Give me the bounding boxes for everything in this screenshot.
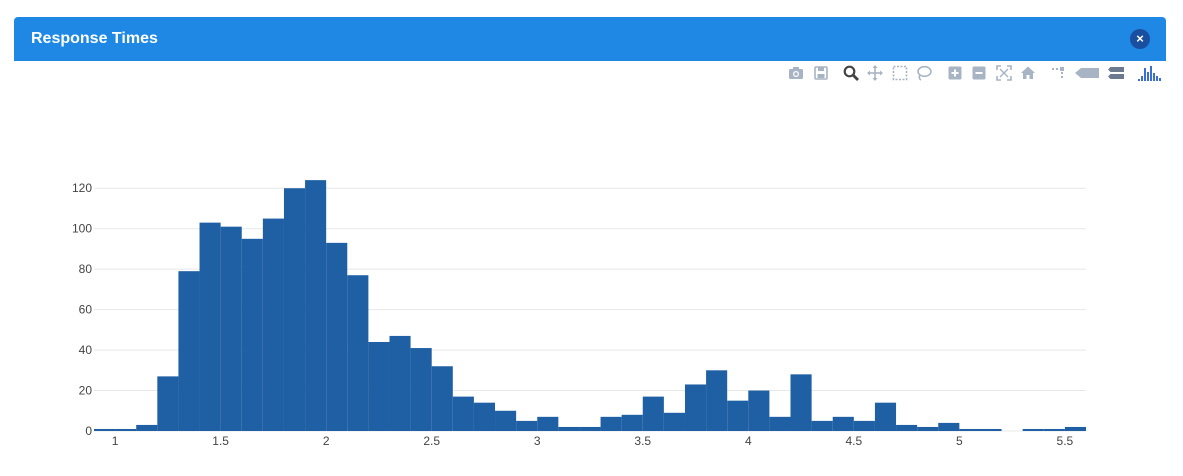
box-select-icon[interactable] <box>891 64 909 82</box>
save-icon[interactable] <box>812 64 830 82</box>
histogram-bar[interactable] <box>874 402 897 431</box>
y-tick-label: 60 <box>79 303 93 317</box>
lasso-select-icon[interactable] <box>915 64 933 82</box>
hover-compare-icon[interactable] <box>1107 64 1125 82</box>
x-tick-labels: 1 1.5 2 2.5 3 3.5 4 4.5 5 5.5 <box>112 434 1074 448</box>
histogram-bar[interactable] <box>663 412 685 431</box>
histogram-bar[interactable] <box>136 424 158 431</box>
histogram-bar[interactable] <box>326 242 348 431</box>
histogram-bar[interactable] <box>473 402 496 431</box>
histogram-bar[interactable] <box>558 426 580 431</box>
y-tick-label: 20 <box>79 384 93 398</box>
x-tick-label: 1 <box>112 434 119 448</box>
y-tick-labels: 0 20 40 60 80 100 120 <box>72 181 92 438</box>
x-tick-label: 4 <box>745 434 752 448</box>
x-tick-label: 3.5 <box>634 434 651 448</box>
bars <box>94 180 1086 431</box>
x-tick-label: 2 <box>323 434 330 448</box>
histogram-bar[interactable] <box>516 420 538 431</box>
histogram-bar[interactable] <box>896 424 918 431</box>
histogram-bar[interactable] <box>347 275 369 431</box>
reset-axes-icon[interactable] <box>1019 64 1037 82</box>
autoscale-icon[interactable] <box>995 64 1013 82</box>
x-tick-label: 5 <box>956 434 963 448</box>
y-tick-label: 40 <box>79 343 93 357</box>
histogram-bar[interactable] <box>262 218 284 431</box>
histogram-bar[interactable] <box>769 416 791 431</box>
histogram-bar[interactable] <box>706 370 728 431</box>
histogram-bar[interactable] <box>748 390 770 431</box>
histogram-bar[interactable] <box>115 428 137 431</box>
y-tick-label: 100 <box>72 222 92 236</box>
histogram-bar[interactable] <box>199 222 221 431</box>
close-button[interactable]: × <box>1130 29 1150 49</box>
zoom-in-icon[interactable] <box>946 64 964 82</box>
histogram-bar[interactable] <box>431 366 453 431</box>
histogram-bar[interactable] <box>621 414 643 431</box>
histogram-bar[interactable] <box>600 416 622 431</box>
panel-header: Response Times × <box>14 17 1166 61</box>
histogram-bar[interactable] <box>94 428 116 431</box>
histogram-bar[interactable] <box>959 428 981 431</box>
histogram-bar[interactable] <box>495 410 517 431</box>
pan-icon[interactable] <box>866 64 884 82</box>
hover-closest-icon[interactable] <box>1074 64 1100 82</box>
histogram-bar[interactable] <box>811 420 833 431</box>
x-tick-label: 1.5 <box>212 434 229 448</box>
panel-title: Response Times <box>31 30 158 47</box>
y-tick-label: 80 <box>79 262 93 276</box>
histogram-bar[interactable] <box>832 416 854 431</box>
plotly-logo-icon[interactable] <box>1137 64 1163 82</box>
histogram-bar[interactable] <box>157 376 179 431</box>
histogram-bar[interactable] <box>1064 426 1086 431</box>
histogram-bar[interactable] <box>642 396 664 431</box>
histogram-bar[interactable] <box>389 335 411 431</box>
zoom-icon[interactable] <box>842 64 860 82</box>
x-tick-label: 2.5 <box>423 434 440 448</box>
histogram-bar[interactable] <box>368 341 390 431</box>
x-tick-label: 4.5 <box>845 434 862 448</box>
histogram-bar[interactable] <box>853 420 875 431</box>
histogram-bar[interactable] <box>283 188 306 431</box>
histogram-bar[interactable] <box>1022 428 1044 431</box>
histogram-bar[interactable] <box>410 348 432 431</box>
histogram-bar[interactable] <box>790 374 812 431</box>
histogram-bar[interactable] <box>1043 428 1065 431</box>
histogram-bar[interactable] <box>684 384 707 431</box>
histogram-bar[interactable] <box>220 226 242 431</box>
y-tick-label: 120 <box>72 181 92 195</box>
histogram-bar[interactable] <box>579 426 601 431</box>
x-tick-label: 3 <box>534 434 541 448</box>
toggle-spikelines-icon[interactable] <box>1049 64 1067 82</box>
y-tick-label: 0 <box>85 424 92 438</box>
histogram-bar[interactable] <box>727 400 749 431</box>
histogram-bar[interactable] <box>178 271 200 431</box>
histogram-bar[interactable] <box>537 416 559 431</box>
histogram-bar[interactable] <box>938 422 960 431</box>
histogram-bar[interactable] <box>241 238 263 431</box>
histogram-bar[interactable] <box>305 180 327 431</box>
histogram-bar[interactable] <box>917 426 939 431</box>
x-tick-label: 5.5 <box>1057 434 1074 448</box>
zoom-out-icon[interactable] <box>970 64 988 82</box>
histogram-bar[interactable] <box>452 396 474 431</box>
camera-icon[interactable] <box>787 64 805 82</box>
histogram-bar[interactable] <box>980 428 1002 431</box>
